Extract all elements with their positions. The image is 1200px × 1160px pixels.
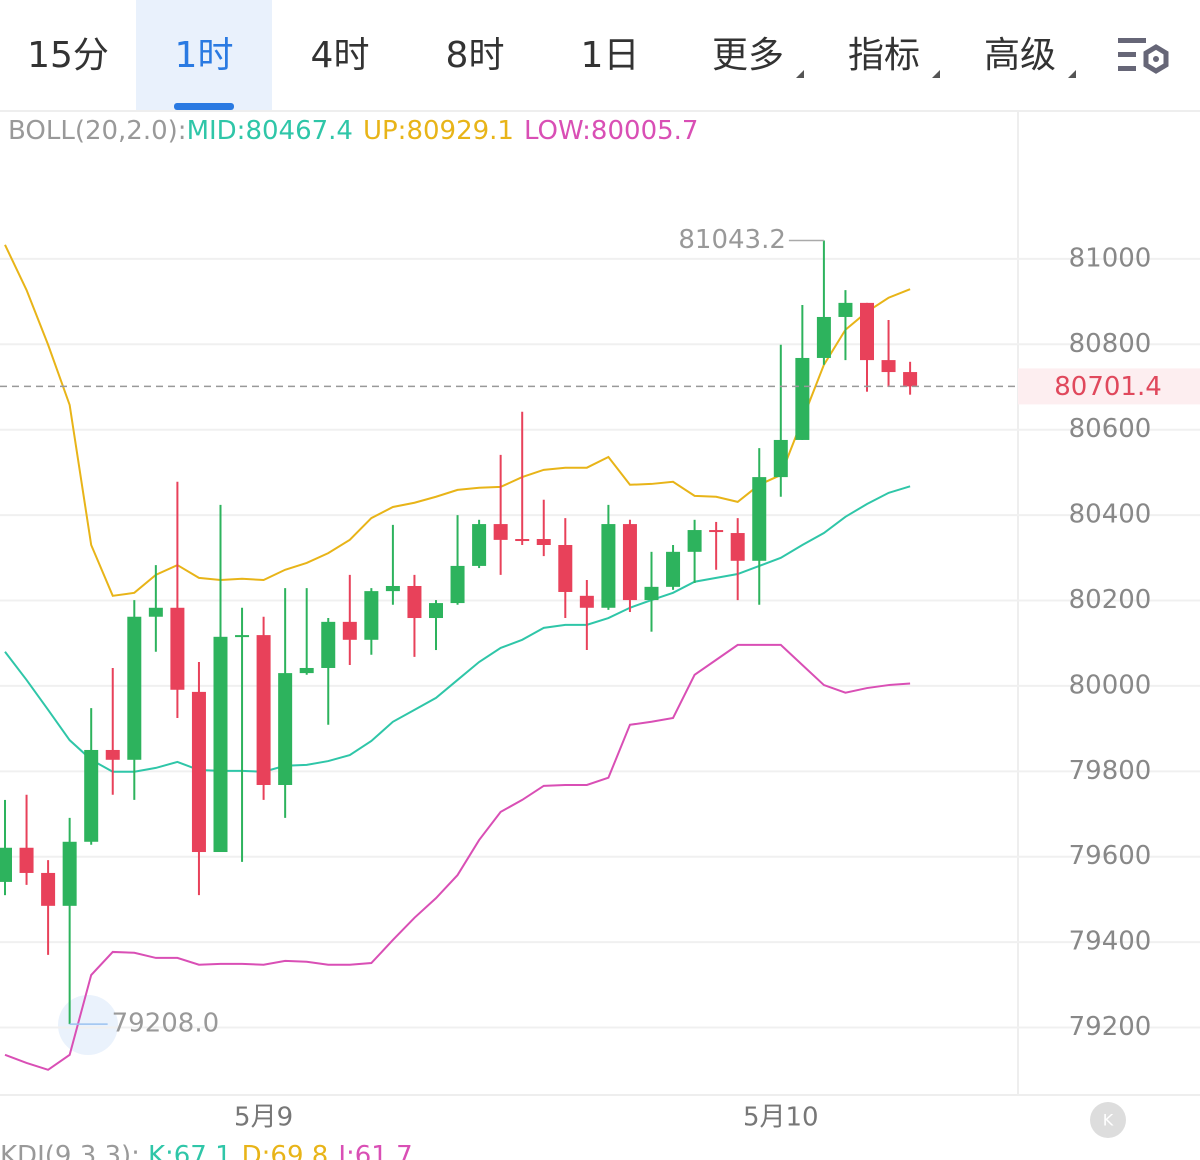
dropdown-arrow (1068, 70, 1076, 78)
tab[interactable]: 高级 (984, 35, 1056, 76)
y-tick-label: 80200 (1069, 585, 1152, 615)
candle-body (407, 585, 422, 619)
candle-body (364, 591, 379, 640)
candle-body (299, 667, 314, 674)
candle-body (558, 544, 573, 592)
candle-body (62, 841, 77, 906)
legend-title: BOLL(20,2.0): (8, 116, 187, 146)
x-tick-label: 5月9 (234, 1103, 293, 1133)
candle-body (816, 316, 831, 358)
y-tick-label: 79600 (1069, 841, 1152, 871)
candle-body (105, 749, 120, 760)
candle-body (579, 595, 594, 608)
candle-body (321, 621, 336, 668)
candle-body (752, 477, 767, 561)
dropdown-arrow (932, 70, 940, 78)
y-tick-label: 80600 (1069, 414, 1152, 444)
annotation-label: 81043.2 (678, 225, 786, 255)
candle-body (773, 439, 788, 478)
tab[interactable]: 1日 (581, 35, 640, 76)
candle-body (19, 847, 34, 873)
candle-body (493, 524, 508, 540)
candle-body (41, 872, 56, 906)
candle-body (213, 636, 228, 853)
annotation-label: 79208.0 (112, 1009, 220, 1039)
icon-hex (1143, 44, 1169, 74)
tab[interactable]: 4时 (311, 35, 370, 76)
candle-body (472, 524, 487, 566)
candle-body (838, 302, 853, 317)
candle-body (601, 524, 616, 608)
candle-body (278, 673, 293, 785)
candle-body (687, 530, 702, 552)
legend-item: J:61.7 (336, 1141, 412, 1160)
tab[interactable]: 8时 (446, 35, 505, 76)
y-tick-label: 79800 (1069, 756, 1152, 786)
legend-item: D:69.8 (242, 1141, 329, 1160)
candle-body (385, 585, 400, 592)
candle-body (127, 616, 142, 760)
legend-item: UP:80929.1 (363, 116, 514, 146)
legend-item: K:67.1 (148, 1141, 232, 1160)
current-price-label: 80701.4 (1054, 372, 1162, 402)
y-tick-label: 80000 (1069, 670, 1152, 700)
candle-body (644, 586, 659, 601)
legend-item: LOW:80005.7 (524, 116, 698, 146)
tab[interactable]: 更多 (712, 35, 784, 76)
boll-line (4, 643, 911, 1071)
tab-active-bg (136, 0, 272, 110)
candle-body (515, 539, 530, 542)
candle-body (881, 360, 896, 373)
legend-item: MID:80467.4 (187, 116, 353, 146)
kline-button-icon: K (1103, 1111, 1114, 1130)
candle-body (730, 533, 745, 561)
candle-body (342, 621, 357, 640)
candle-body (666, 551, 681, 587)
tab-indicator (174, 103, 234, 110)
candle-body (148, 607, 163, 617)
dropdown-arrow (796, 70, 804, 78)
icon-bar (1118, 52, 1136, 57)
candle-body (450, 565, 465, 604)
candle-body (191, 691, 206, 853)
expand-icon-bg (58, 995, 118, 1055)
y-tick-label: 79400 (1069, 927, 1152, 957)
y-tick-label: 81000 (1069, 243, 1152, 273)
tab[interactable]: 15分 (27, 35, 109, 76)
candle-body (170, 607, 185, 690)
candle-body (709, 530, 724, 533)
icon-bar (1118, 66, 1136, 71)
y-tick-label: 80400 (1069, 500, 1152, 530)
icon-dot (1153, 56, 1159, 62)
y-tick-label: 80800 (1069, 329, 1152, 359)
candle-body (860, 302, 874, 361)
icon-bar (1118, 38, 1146, 43)
candle-body (256, 635, 271, 785)
kdj-legend: KDJ(9,3,3): K:67.1 D:69.8 J:61.7 (0, 1141, 413, 1160)
candle-body (84, 749, 99, 842)
boll-legend: BOLL(20,2.0):MID:80467.4 UP:80929.1 LOW:80… (8, 116, 698, 146)
kline-button[interactable] (1090, 1102, 1126, 1138)
legend-title: KDJ(9,3,3): (0, 1141, 140, 1160)
candle-body (0, 847, 12, 882)
candle-body (903, 372, 918, 387)
current-price-box (1018, 368, 1200, 405)
candle-body (536, 539, 551, 545)
tab[interactable]: 1时 (175, 35, 234, 76)
y-tick-label: 79200 (1069, 1012, 1152, 1042)
candle-body (235, 635, 250, 638)
settings-icon[interactable] (1118, 38, 1169, 74)
candle-body (429, 603, 443, 619)
tab[interactable]: 指标 (848, 35, 920, 76)
x-tick-label: 5月10 (743, 1103, 819, 1133)
candle-body (622, 524, 637, 601)
candle-body (795, 357, 810, 440)
